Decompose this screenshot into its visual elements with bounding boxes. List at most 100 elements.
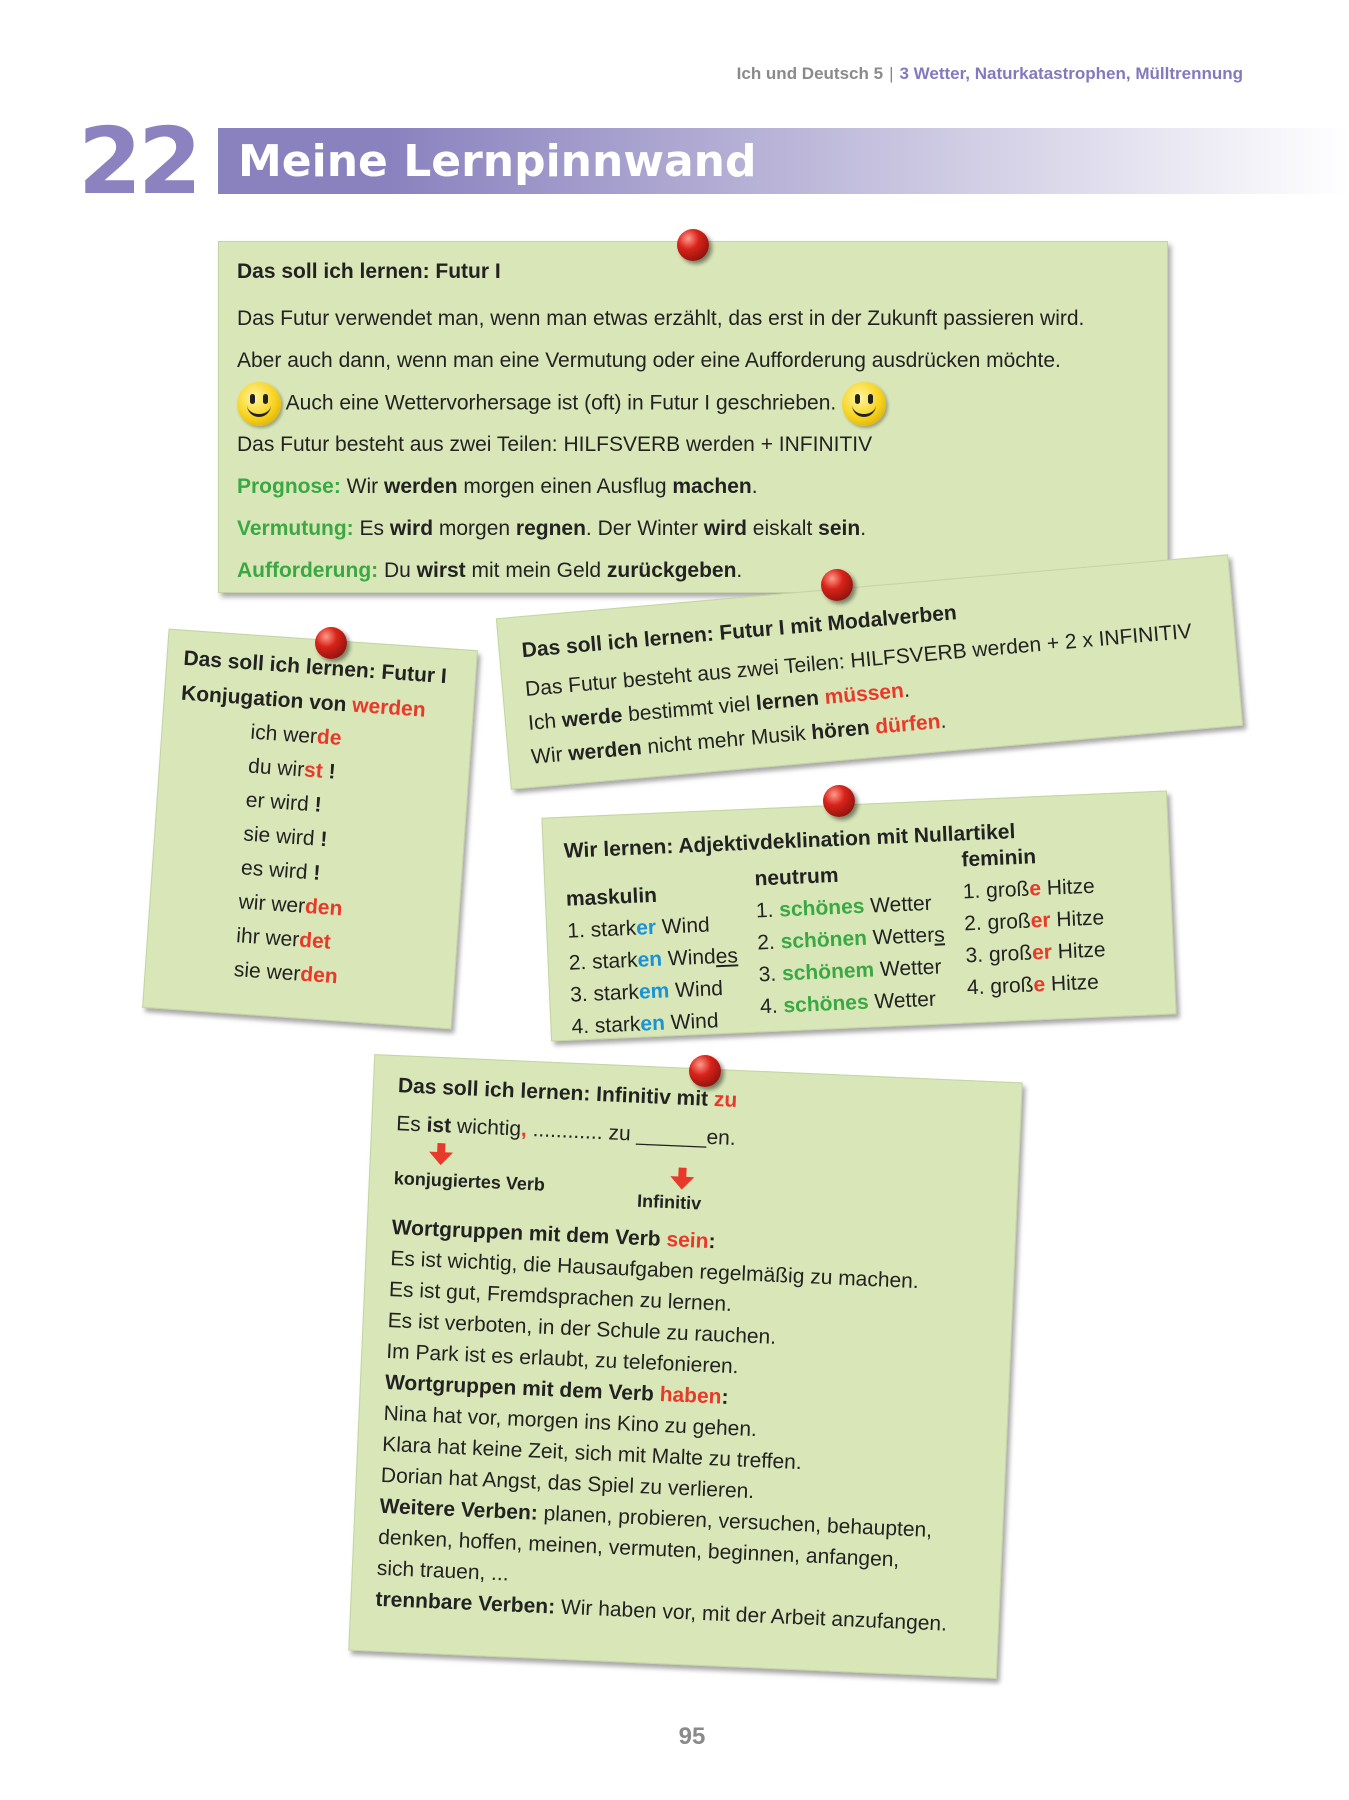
text-segment: machen (672, 475, 752, 498)
text-segment: lernen (755, 686, 820, 715)
declension-table: maskulin 1. starker Wind 2. starken Windes… (565, 842, 1156, 1043)
text-segment: Hitze (1044, 970, 1100, 996)
table-row: 4. schönes Wetter (759, 983, 948, 1023)
text-line: Das Futur besteht aus zwei Teilen: HILFS… (237, 424, 1149, 466)
text-segment: zu (713, 1087, 738, 1112)
running-header: Ich und Deutsch 5 | 3 Wetter, Naturkatastr… (737, 64, 1243, 84)
note-body: Wortgruppen mit dem Verb sein: Es ist wic… (375, 1212, 991, 1641)
text-segment: er (635, 915, 657, 940)
text-segment: morgen einen Ausflug (457, 475, 673, 498)
text-line: Vermutung: Es wird morgen regnen. Der Wi… (237, 508, 1149, 550)
text-segment: e (1032, 972, 1046, 997)
pin-icon (823, 785, 855, 817)
text-segment: 4. stark (571, 1012, 641, 1039)
note-body: Das Futur verwendet man, wenn man etwas … (237, 298, 1149, 592)
text-segment: st (303, 758, 324, 783)
text-segment: : (721, 1385, 730, 1409)
column-maskulin: maskulin 1. starker Wind 2. starken Windes… (565, 876, 741, 1043)
text-segment: morgen (433, 517, 516, 540)
text-segment: wird (389, 517, 434, 540)
text-segment: ! (307, 792, 323, 817)
text-segment: Wetter (868, 987, 937, 1014)
text-segment: werden (567, 736, 643, 766)
lesson-number: 22 (78, 108, 202, 215)
text-segment: 2. groß (963, 909, 1032, 936)
text-segment: Das soll ich lernen: Infinitiv mit (397, 1074, 715, 1111)
column-neutrum: neutrum 1. schönes Wetter 2. schönen Wette… (754, 855, 949, 1035)
text-segment: Wind (664, 1009, 719, 1035)
text-segment: Wir (340, 475, 384, 498)
text-segment: Das Futur besteht aus zwei Teilen: HILFS… (237, 433, 873, 456)
page-number: 95 (678, 1723, 706, 1750)
text-segment: zurückgeben (606, 559, 737, 582)
title-bar: Meine Lernpinnwand (218, 128, 1349, 194)
text-segment: de (316, 725, 343, 750)
pin-icon (677, 229, 709, 261)
text-segment: 3. groß (965, 941, 1033, 968)
text-line: Prognose: Wir werden morgen einen Ausflu… (237, 466, 1149, 508)
text-segment: werden (351, 693, 427, 722)
text-segment: Wir (530, 742, 570, 769)
text-segment: schönes (778, 894, 865, 922)
label-conjugated-verb: konjugiertes Verb (393, 1168, 546, 1195)
text-segment: schönem (781, 958, 875, 986)
text-segment: Hitze (1040, 874, 1096, 901)
text-segment: Wind (655, 913, 711, 939)
text-segment: . (902, 678, 911, 703)
chapter-title: 3 Wetter, Naturkatastrophen, Mülltrennun… (899, 64, 1243, 83)
arrow-down-icon (669, 1176, 695, 1191)
text-segment: Vermutung: (237, 517, 354, 540)
pin-icon (315, 627, 347, 659)
text-segment: em (638, 979, 670, 1004)
text-segment: bestimmt viel (621, 692, 758, 727)
text-line: Aber auch dann, wenn man eine Vermutung … (237, 340, 1149, 382)
text-segment: Aufforderung: (237, 559, 379, 582)
arrow-down-icon (428, 1151, 454, 1166)
text-segment: schönen (780, 926, 868, 954)
text-segment: haben (659, 1382, 723, 1409)
text-segment: Aber auch dann, wenn man eine Vermutung … (237, 349, 1061, 372)
separator: | (889, 64, 894, 83)
text-segment: wirst (416, 559, 466, 582)
text-segment: . Der Winter (585, 517, 704, 540)
text-segment: Hitze (1050, 906, 1105, 932)
text-segment: Wetter (863, 891, 933, 918)
pin-icon (689, 1055, 721, 1087)
text-segment: er (1030, 908, 1052, 933)
text-segment: Das Futur verwendet man, wenn man etwas … (237, 307, 1085, 330)
note-konjugation: Das soll ich lernen: Futur I Konjugation… (142, 628, 478, 1030)
smiley-icon (237, 382, 281, 426)
note-futur: Das soll ich lernen: Futur I Das Futur v… (218, 241, 1168, 593)
text-segment: Es (353, 517, 390, 540)
text-segment: en (639, 1011, 666, 1036)
text-segment: es wird (240, 856, 309, 884)
table-row: 4. starken Wind (571, 1004, 741, 1043)
label-infinitive: Infinitiv (636, 1190, 702, 1214)
table-row: 4. große Hitze (966, 966, 1107, 1004)
text-segment: 1. stark (566, 916, 637, 943)
text-segment: den (304, 894, 344, 921)
text-segment: : (707, 1229, 716, 1254)
text-segment: sich trauen, ... (376, 1556, 510, 1586)
text-segment: ist (426, 1113, 452, 1138)
text-line: Aufforderung: Du wirst mit mein Geld zur… (237, 550, 1149, 592)
text-segment: 1. groß (962, 877, 1030, 904)
smiley-icon (842, 382, 887, 426)
note-infinitiv: Das soll ich lernen: Infinitiv mit zu Es… (348, 1054, 1023, 1679)
text-segment: . (751, 475, 758, 498)
text-segment: Auch eine Wettervorhersage ist (oft) in … (281, 391, 843, 415)
note-adjektivdeklination: Wir lernen: Adjektivdeklination mit Null… (541, 790, 1177, 1043)
text-segment: sie wird (242, 822, 316, 851)
text-segment: dürfen (874, 710, 942, 739)
note-title: Das soll ich lernen: Futur I (237, 260, 501, 283)
text-segment: 2. stark (568, 948, 639, 975)
text-segment: . (939, 709, 948, 733)
text-segment: müssen (823, 679, 905, 709)
text-segment: Wind (661, 945, 717, 971)
text-segment: ! (321, 759, 337, 784)
text-segment: wir wer (237, 890, 306, 918)
text-segment: ! (306, 860, 322, 885)
text-segment: Wetter (873, 955, 942, 982)
text-segment: mit mein Geld (465, 559, 607, 582)
text-segment: 3. (758, 962, 783, 987)
